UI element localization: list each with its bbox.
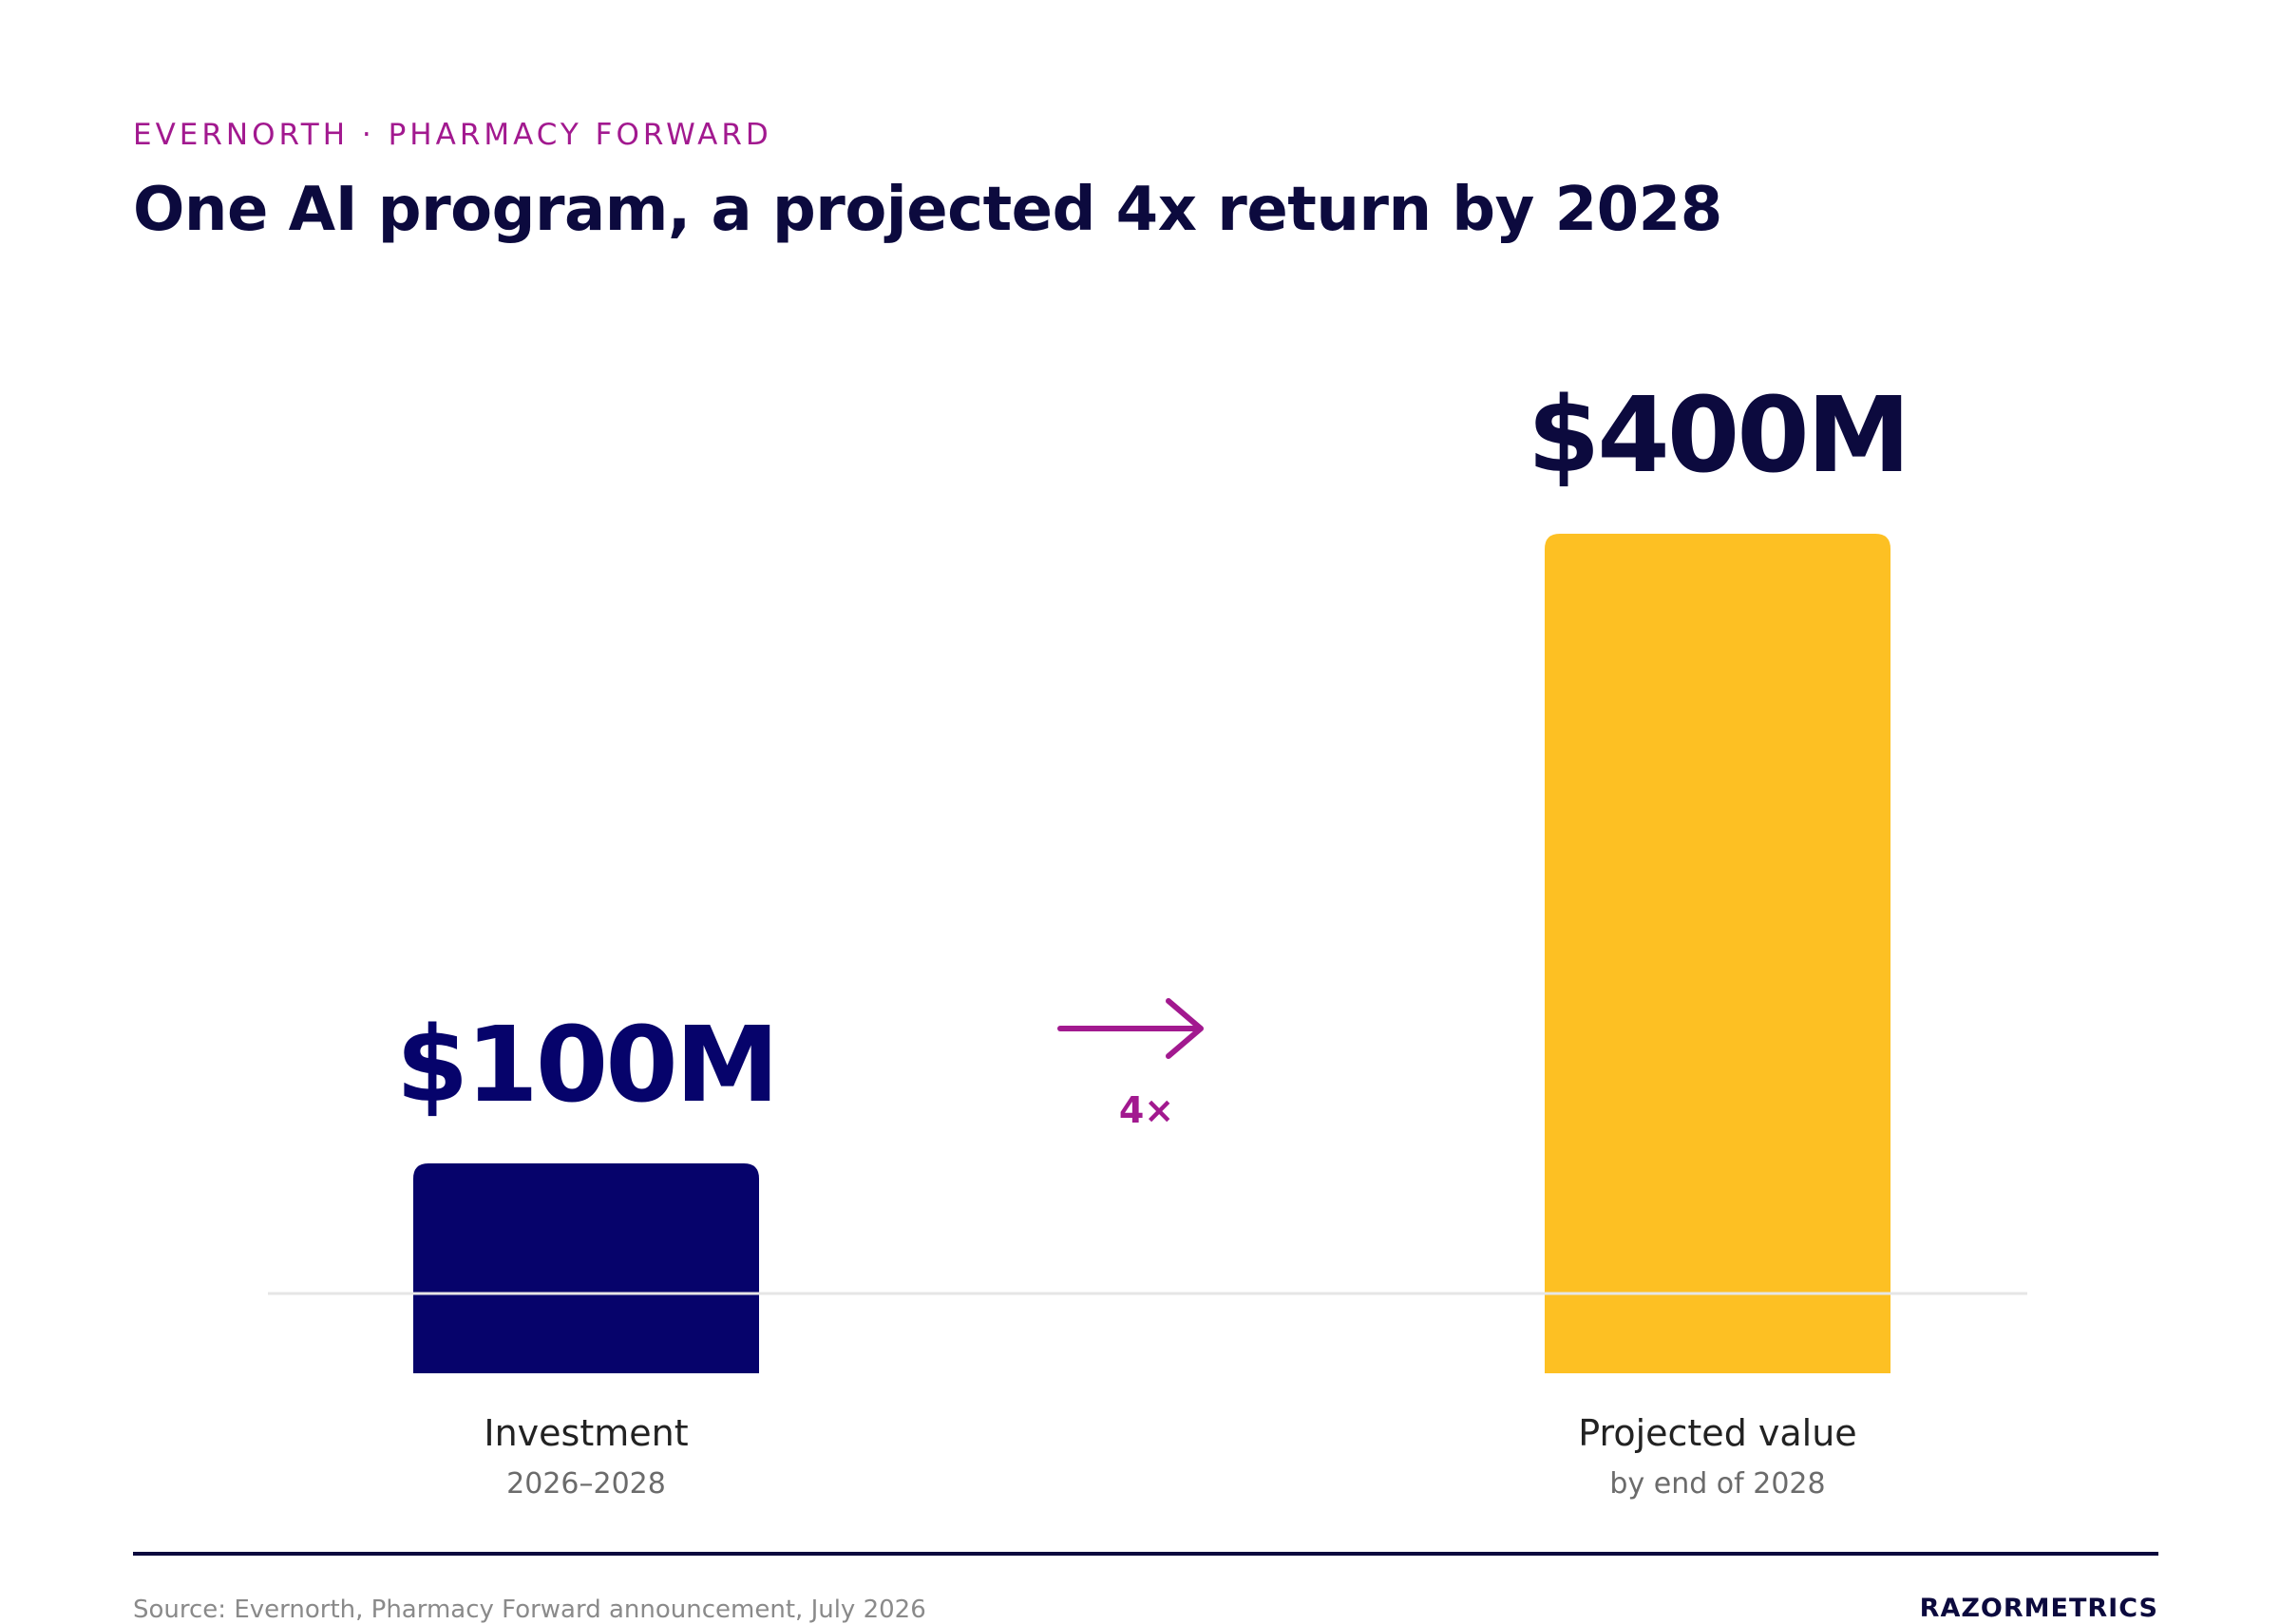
arrow-head-icon xyxy=(1166,998,1204,1059)
chart-eyebrow: EVERNORTH · PHARMACY FORWARD xyxy=(133,118,772,152)
category-sublabel-investment: 2026–2028 xyxy=(506,1467,666,1501)
source-note: Source: Evernorth, Pharmacy Forward anno… xyxy=(133,1596,926,1624)
bar-chart: $100M Investment 2026–2028 $400M Projected v… xyxy=(268,374,2027,1501)
footer-rule xyxy=(133,1552,2158,1556)
bar-investment xyxy=(413,1163,759,1373)
bar-projected-value xyxy=(1545,534,1890,1373)
value-label-projected-value: $400M xyxy=(1528,374,1909,496)
value-label-investment: $100M xyxy=(396,1004,777,1125)
multiplier-label: 4× xyxy=(1119,1089,1174,1131)
multiplier-arrow: 4× xyxy=(1057,998,1204,1131)
category-label-investment: Investment xyxy=(484,1412,688,1454)
brand-logo: RAZORMETRICS xyxy=(1919,1594,2158,1623)
category-sublabel-projected-value: by end of 2028 xyxy=(1609,1467,1825,1501)
chart-title: One AI program, a projected 4x return by… xyxy=(133,175,1722,245)
category-label-projected-value: Projected value xyxy=(1578,1412,1856,1454)
